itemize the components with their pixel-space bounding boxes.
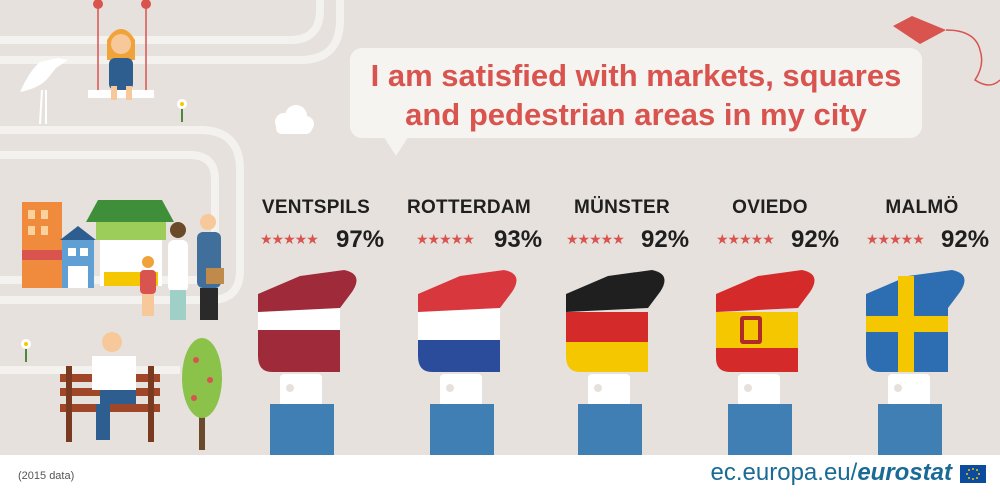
percent-rotterdam: 93%	[494, 226, 543, 253]
city-name-munster: MÜNSTER	[573, 197, 671, 218]
rating-stars-malmo: ★★★★★	[866, 232, 925, 248]
bench-reader-icon	[60, 332, 160, 442]
speech-bubble	[350, 48, 922, 138]
speech-bubble-tail	[382, 134, 410, 156]
thumbs-up-latvia	[258, 270, 357, 455]
percent-munster: 92%	[641, 226, 690, 253]
flower-icon	[21, 99, 187, 362]
headline-line-2: and pedestrian areas in my city	[405, 97, 867, 132]
footer-bar	[0, 455, 1000, 500]
eurostat-link[interactable]: ec.europa.eu/eurostat	[711, 459, 952, 487]
houses-icon	[22, 202, 96, 288]
kite-icon	[893, 16, 1000, 86]
thumbs-up-germany	[566, 270, 665, 455]
percent-ventspils: 97%	[336, 226, 385, 253]
thumbs-up-spain	[716, 270, 815, 455]
market-stall-icon	[86, 200, 174, 286]
city-name-oviedo: OVIEDO	[732, 197, 808, 218]
thumbs-up-netherlands	[418, 270, 517, 455]
data-year-note: (2015 data)	[18, 470, 75, 482]
rating-stars-munster: ★★★★★	[566, 232, 625, 248]
brand-name: eurostat	[857, 459, 952, 486]
city-name-ventspils: VENTSPILS	[261, 197, 371, 218]
bird-icon	[20, 58, 68, 125]
site-url: ec.europa.eu/	[710, 459, 858, 486]
swing-girl-icon	[88, 0, 154, 100]
city-name-rotterdam: ROTTERDAM	[406, 197, 532, 218]
rating-stars-rotterdam: ★★★★★	[416, 232, 475, 248]
headline: I am satisfied with markets, squares and…	[350, 56, 922, 134]
city-name-malmo: MALMÖ	[885, 197, 959, 218]
thumbs-up-sweden	[866, 270, 965, 455]
rating-stars-ventspils: ★★★★★	[260, 232, 319, 248]
family-icon	[140, 214, 224, 320]
headline-line-1: I am satisfied with markets, squares	[370, 58, 902, 93]
tree-icon	[182, 338, 222, 450]
rating-stars-oviedo: ★★★★★	[716, 232, 775, 248]
cloud-icon	[275, 105, 314, 134]
percent-oviedo: 92%	[791, 226, 840, 253]
eu-flag-icon	[960, 465, 986, 483]
percent-malmo: 92%	[941, 226, 990, 253]
